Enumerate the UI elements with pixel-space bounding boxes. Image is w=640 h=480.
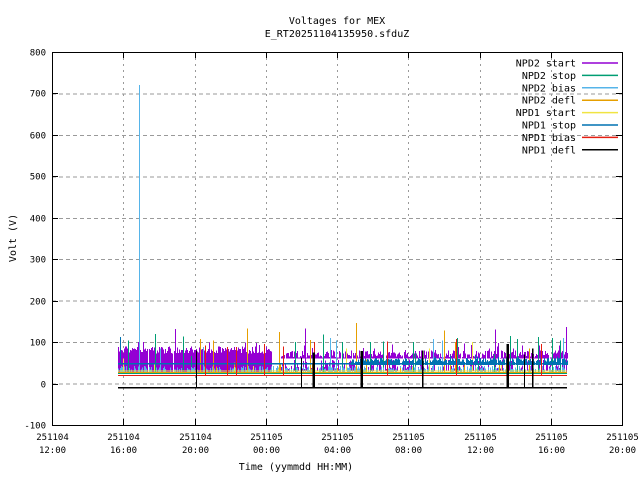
grid-lines — [52, 52, 622, 425]
legend-entry: NPD2 bias — [522, 83, 618, 94]
x-tick-label-date: 251104 — [179, 433, 212, 443]
x-tick-label-date: 251105 — [321, 433, 354, 443]
legend-label: NPD1 bias — [522, 133, 576, 144]
legend-label: NPD2 defl — [522, 96, 576, 107]
x-tick-label-time: 08:00 — [395, 446, 422, 456]
legend-entry: NPD2 defl — [522, 96, 618, 107]
y-tick-label: 500 — [30, 173, 46, 183]
legend-label: NPD2 stop — [522, 71, 576, 82]
x-tick-label-date: 251104 — [36, 433, 69, 443]
y-tick-label: 300 — [30, 256, 46, 266]
legend-entry: NPD1 start — [516, 108, 618, 119]
data-series-layer — [117, 85, 568, 389]
axes-layer: 8007006005004003002001000-10025110412:00… — [24, 49, 638, 457]
x-tick-label-time: 12:00 — [467, 446, 494, 456]
legend-entry: NPD2 stop — [522, 71, 618, 82]
x-tick-label-date: 251104 — [107, 433, 140, 443]
x-tick-label-time: 16:00 — [110, 446, 137, 456]
x-tick-label-time: 16:00 — [538, 446, 565, 456]
legend-entry: NPD1 defl — [522, 145, 618, 156]
series-npd1-stop — [117, 337, 568, 365]
y-tick-label: 100 — [30, 339, 46, 349]
legend-entry: NPD2 start — [516, 59, 618, 70]
y-axis-label: Volt (V) — [8, 214, 19, 262]
x-tick-label-date: 251105 — [392, 433, 425, 443]
series-npd2-bias — [118, 85, 565, 372]
legend-entry: NPD1 bias — [522, 133, 618, 144]
y-tick-label: 200 — [30, 298, 46, 308]
y-tick-label: 700 — [30, 90, 46, 100]
legend-label: NPD1 stop — [522, 121, 576, 132]
legend-entry: NPD1 stop — [522, 121, 618, 132]
y-tick-label: 0 — [41, 381, 46, 391]
x-tick-label-date: 251105 — [250, 433, 283, 443]
x-tick-label-date: 251105 — [606, 433, 639, 443]
legend-label: NPD2 bias — [522, 83, 576, 94]
y-tick-label: -100 — [24, 422, 46, 432]
y-tick-label: 400 — [30, 215, 46, 225]
chart-subtitle: E_RT20251104135950.sfduZ — [265, 29, 410, 40]
x-tick-label-time: 00:00 — [253, 446, 280, 456]
chart-title: Voltages for MEX — [289, 16, 385, 27]
series-npd1-defl — [117, 344, 567, 389]
x-tick-label-time: 20:00 — [609, 446, 636, 456]
legend-label: NPD2 start — [516, 59, 576, 70]
x-tick-label-date: 251105 — [464, 433, 497, 443]
legend-label: NPD1 defl — [522, 145, 576, 156]
y-tick-label: 800 — [30, 49, 46, 59]
x-tick-label-time: 20:00 — [182, 446, 209, 456]
x-tick-label-time: 04:00 — [324, 446, 351, 456]
x-axis-label: Time (yymmdd HH:MM) — [239, 462, 353, 473]
y-tick-label: 600 — [30, 132, 46, 142]
x-tick-label-date: 251105 — [535, 433, 568, 443]
legend-label: NPD1 start — [516, 108, 576, 119]
x-tick-label-time: 12:00 — [39, 446, 66, 456]
